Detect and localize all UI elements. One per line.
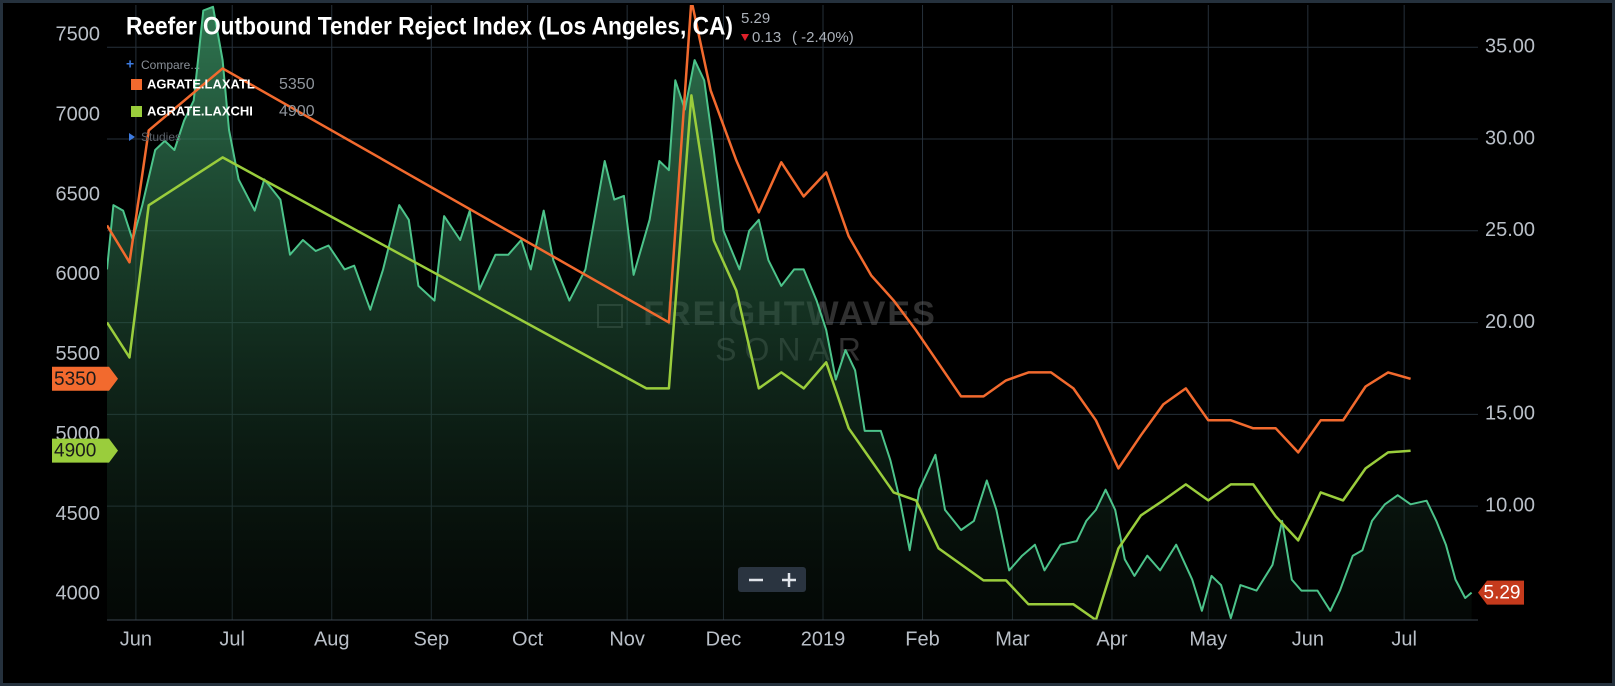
compare-button[interactable]: Compare... — [141, 58, 200, 72]
legend-value: 4900 — [279, 103, 315, 120]
last-value: 5.29 — [741, 10, 770, 27]
x-tick-label: Oct — [512, 628, 544, 650]
legend-swatch — [131, 106, 142, 117]
legend-label: AGRATE.LAXATL — [147, 76, 255, 91]
y-tick-label: 4500 — [56, 503, 101, 525]
price-tag-label: 5350 — [54, 369, 96, 390]
y-tick-label: 7000 — [56, 104, 101, 126]
axes: Jun Jul Aug Sep Oct Nov Dec 2019 Feb Mar Apr May Jun… — [56, 24, 1536, 651]
series-line — [107, 5, 1473, 620]
x-tick-label: Jun — [120, 628, 152, 650]
x-tick-label: Jun — [1292, 628, 1324, 650]
y-tick-label: 6500 — [56, 183, 101, 205]
zoom-controls — [738, 567, 806, 592]
y2-tick-label: 25.00 — [1485, 219, 1535, 241]
price-tag-label: 5.29 — [1484, 583, 1521, 604]
price-tag — [1478, 580, 1524, 605]
legend-swatch — [131, 79, 142, 90]
y-tick-label: 7500 — [56, 24, 101, 46]
x-tick-label: Mar — [995, 628, 1030, 650]
x-tick-label: Feb — [905, 628, 939, 650]
price-tag-label: 4900 — [54, 441, 96, 462]
x-tick-label: Dec — [706, 628, 742, 650]
x-tick-label: Sep — [413, 628, 449, 650]
y-tick-label: 5500 — [56, 343, 101, 365]
x-tick-label: Aug — [314, 628, 350, 650]
x-tick-label: 2019 — [801, 628, 846, 650]
legend-value: 5350 — [279, 76, 315, 93]
change-arrow — [741, 34, 749, 41]
change-percent: ( -2.40%) — [792, 29, 854, 46]
x-tick-label: Apr — [1096, 628, 1127, 650]
change: 0.13 — [752, 29, 781, 46]
series-line — [107, 94, 1411, 620]
price-tags: 5.29 5350 4900 — [52, 366, 1524, 605]
x-tick-label: Nov — [609, 628, 645, 650]
compare-icon[interactable]: + — [126, 56, 134, 72]
price-tag — [52, 366, 118, 391]
price-tag — [52, 438, 118, 463]
series-line — [107, 5, 1411, 470]
y-tick-label: 6000 — [56, 263, 101, 285]
y2-tick-label: 10.00 — [1485, 494, 1535, 516]
y2-tick-label: 15.00 — [1485, 403, 1535, 425]
studies-button[interactable]: Studies — [141, 130, 181, 144]
y2-tick-label: 30.00 — [1485, 127, 1535, 149]
x-tick-label: May — [1189, 628, 1227, 650]
y2-tick-label: 35.00 — [1485, 36, 1535, 58]
series — [107, 5, 1473, 620]
area — [107, 6, 1472, 620]
chart-title: Reefer Outbound Tender Reject Index (Los… — [126, 13, 733, 41]
legend: AGRATE.LAXATL 5350 AGRATE.LAXCHI 4900 — [131, 76, 315, 120]
studies-icon[interactable] — [129, 133, 135, 141]
legend-label: AGRATE.LAXCHI — [147, 103, 253, 118]
x-tick-label: Jul — [219, 628, 245, 650]
y-tick-label: 4000 — [56, 583, 101, 605]
x-tick-label: Jul — [1391, 628, 1417, 650]
y2-tick-label: 20.00 — [1485, 311, 1535, 333]
